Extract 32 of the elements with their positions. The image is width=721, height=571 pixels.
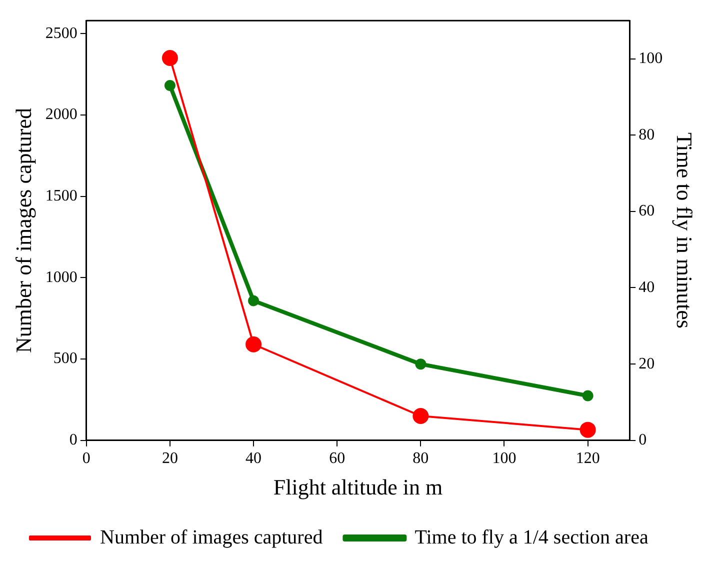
y2-tick-label: 40 <box>638 278 655 296</box>
y-tick-label: 2500 <box>45 24 78 42</box>
point <box>412 408 429 424</box>
x-tick-label: 60 <box>329 450 346 468</box>
point <box>415 358 426 370</box>
point <box>162 50 178 66</box>
point <box>248 295 260 306</box>
x-tick-label: 100 <box>492 450 516 468</box>
point <box>580 422 596 438</box>
y2-tick-label: 20 <box>638 355 655 372</box>
y-tick-label: 0 <box>69 432 78 449</box>
x-tick-label: 120 <box>576 450 600 468</box>
x-tick-label: 0 <box>82 450 90 468</box>
y2-tick-label: 60 <box>638 202 655 220</box>
y2-tick-label: 100 <box>638 50 663 67</box>
x-axis-title: Flight altitude in m <box>273 474 443 500</box>
point <box>164 80 176 91</box>
y-tick-label: 2000 <box>45 106 78 124</box>
y2-axis-title: Time to fly in minutes <box>672 132 698 328</box>
x-tick-label: 80 <box>412 450 429 468</box>
legend-label: Time to fly a 1/4 section area <box>414 526 648 548</box>
y-tick-label: 500 <box>53 350 78 368</box>
y2-tick-label: 80 <box>638 126 655 144</box>
y-tick-label: 1000 <box>45 268 78 286</box>
x-tick-label: 40 <box>246 450 262 468</box>
point <box>246 336 262 352</box>
x-tick-label: 20 <box>162 450 178 468</box>
y2-tick-label: 0 <box>638 432 647 449</box>
y-tick-label: 1500 <box>45 188 78 205</box>
point <box>582 390 594 402</box>
legend-label: Number of images captured <box>100 526 323 548</box>
y-axis-title: Number of images captured <box>10 108 36 353</box>
